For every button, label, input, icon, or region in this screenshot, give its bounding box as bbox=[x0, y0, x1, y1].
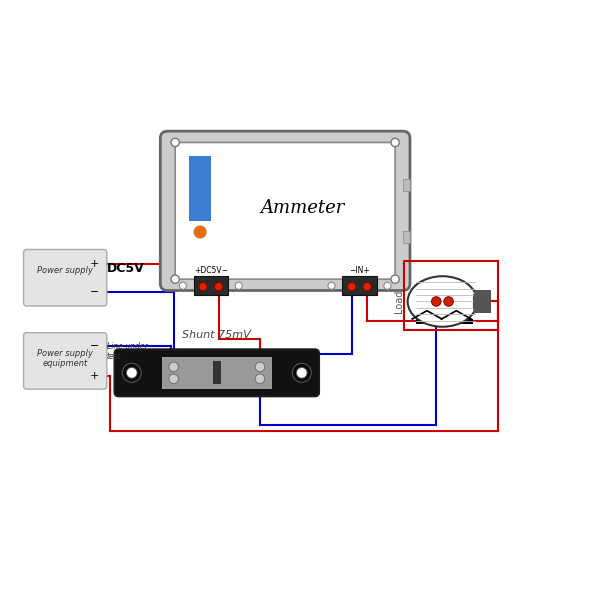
FancyBboxPatch shape bbox=[23, 250, 107, 306]
Polygon shape bbox=[416, 319, 473, 324]
Circle shape bbox=[171, 275, 179, 283]
Bar bbox=[404, 262, 498, 330]
Bar bbox=[473, 294, 490, 309]
Circle shape bbox=[255, 362, 265, 371]
Text: +: + bbox=[90, 259, 99, 269]
Bar bbox=[481, 290, 484, 313]
Bar bbox=[403, 231, 410, 243]
Text: Line under
test: Line under test bbox=[107, 342, 148, 361]
Text: −: − bbox=[90, 341, 99, 351]
Circle shape bbox=[384, 282, 391, 289]
Circle shape bbox=[444, 297, 454, 306]
Text: Power supply
equipment: Power supply equipment bbox=[37, 349, 93, 368]
Circle shape bbox=[431, 297, 441, 306]
Circle shape bbox=[235, 282, 242, 289]
FancyBboxPatch shape bbox=[115, 349, 319, 397]
Circle shape bbox=[296, 367, 307, 378]
Bar bbox=[189, 156, 211, 221]
Bar bbox=[474, 290, 478, 313]
Text: +DC5V−: +DC5V− bbox=[194, 266, 228, 275]
Text: −IN+: −IN+ bbox=[349, 266, 370, 275]
Text: Load: Load bbox=[394, 290, 404, 313]
Circle shape bbox=[292, 364, 311, 382]
Bar bbox=[194, 276, 228, 295]
Bar bbox=[213, 361, 221, 385]
Circle shape bbox=[194, 226, 206, 239]
Circle shape bbox=[328, 282, 335, 289]
Circle shape bbox=[391, 139, 399, 146]
Circle shape bbox=[169, 362, 178, 371]
FancyBboxPatch shape bbox=[160, 131, 410, 290]
Bar bbox=[403, 179, 410, 191]
Text: Ammeter: Ammeter bbox=[260, 199, 344, 217]
Circle shape bbox=[179, 282, 187, 289]
Text: DC5V: DC5V bbox=[107, 262, 145, 275]
Circle shape bbox=[122, 364, 141, 382]
Circle shape bbox=[169, 374, 178, 383]
Bar bbox=[342, 276, 377, 295]
Bar bbox=[162, 356, 272, 389]
Text: +: + bbox=[90, 371, 99, 381]
Bar bbox=[484, 290, 488, 313]
Circle shape bbox=[363, 283, 371, 291]
Circle shape bbox=[255, 374, 265, 383]
Circle shape bbox=[127, 367, 137, 378]
FancyBboxPatch shape bbox=[23, 332, 107, 389]
Circle shape bbox=[391, 275, 399, 283]
Circle shape bbox=[214, 283, 223, 291]
Circle shape bbox=[171, 139, 179, 146]
Text: Power supply: Power supply bbox=[37, 266, 93, 275]
Text: −: − bbox=[90, 287, 99, 297]
Ellipse shape bbox=[407, 276, 477, 327]
Text: Shunt 75mV: Shunt 75mV bbox=[182, 331, 251, 340]
Circle shape bbox=[199, 283, 207, 291]
Bar bbox=[478, 290, 481, 313]
Circle shape bbox=[347, 283, 356, 291]
FancyBboxPatch shape bbox=[175, 142, 395, 279]
Bar bbox=[487, 290, 491, 313]
